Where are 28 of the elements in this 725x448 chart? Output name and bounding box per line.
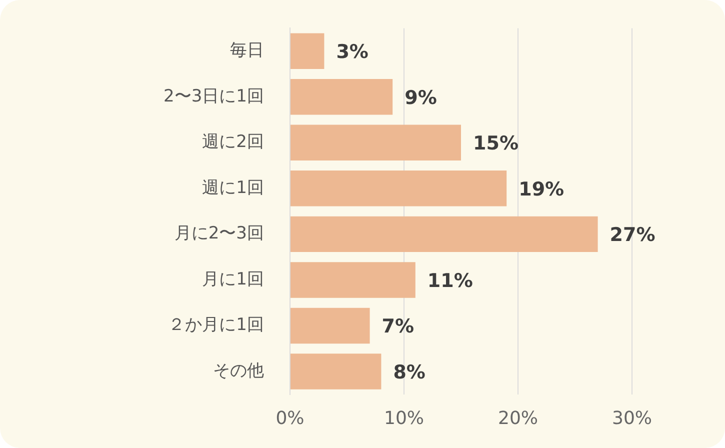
bar bbox=[290, 79, 393, 115]
bar bbox=[290, 308, 370, 344]
data-label: 9% bbox=[404, 86, 437, 109]
y-tick-label: 月に2〜3回 bbox=[174, 224, 264, 244]
x-tick-label: 10% bbox=[384, 408, 424, 429]
y-tick-label: 週に2回 bbox=[202, 132, 264, 152]
data-label: 3% bbox=[336, 41, 368, 64]
data-label: 19% bbox=[518, 178, 564, 200]
data-label: 7% bbox=[382, 316, 414, 338]
bar bbox=[290, 124, 461, 160]
y-tick-label: その他 bbox=[213, 360, 264, 381]
bar bbox=[290, 354, 382, 390]
y-tick-label: 毎日 bbox=[230, 40, 264, 61]
data-label: 15% bbox=[473, 132, 518, 155]
y-tick-label: 2〜3日に1回 bbox=[164, 86, 264, 106]
bar bbox=[290, 216, 598, 252]
bar bbox=[290, 33, 324, 69]
data-label: 8% bbox=[393, 361, 426, 384]
data-label: 11% bbox=[427, 270, 473, 292]
x-tick-label: 20% bbox=[498, 408, 538, 429]
y-tick-label: ２か月に1回 bbox=[168, 315, 264, 336]
bar bbox=[290, 262, 416, 298]
y-tick-label: 月に1回 bbox=[202, 269, 264, 290]
bar bbox=[290, 170, 507, 206]
data-label: 27% bbox=[610, 224, 656, 246]
x-tick-label: 0% bbox=[276, 408, 304, 429]
x-tick-label: 30% bbox=[612, 408, 652, 429]
y-tick-label: 週に1回 bbox=[202, 178, 264, 198]
